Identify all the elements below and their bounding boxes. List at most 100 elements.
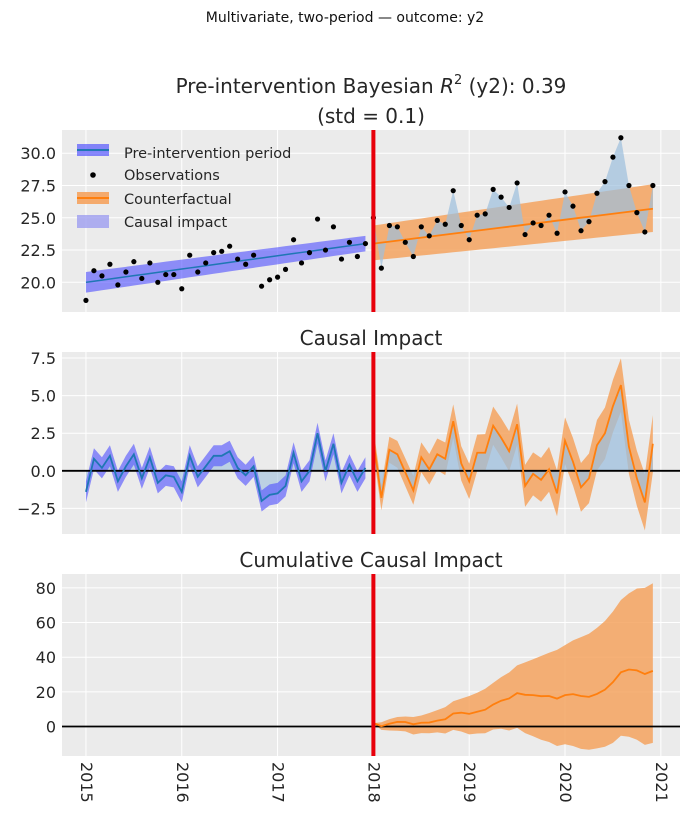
x-tick-label: 2020	[556, 762, 575, 803]
observation-point	[155, 279, 161, 285]
observation-point	[139, 275, 145, 282]
observation-point	[179, 286, 185, 292]
x-tick-label: 2017	[269, 762, 288, 803]
observation-point	[602, 179, 608, 185]
observation-point	[570, 203, 576, 209]
y-tick-label: 2.5	[31, 424, 56, 443]
panel-title-impact: Causal Impact	[300, 326, 443, 350]
observation-point	[538, 222, 544, 229]
observation-point	[642, 229, 648, 235]
x-tick-label: 2018	[364, 762, 383, 803]
plot-area-observed: 20.0 22.5 25.0 27.5 30.0	[20, 130, 680, 312]
panel-title-observed: Pre-intervention Bayesian R2 (y2): 0.39	[176, 73, 567, 98]
observation-point	[211, 250, 217, 256]
legend-swatch-causal-impact	[77, 215, 109, 228]
x-tick-label: 2021	[652, 762, 671, 803]
impact-line-pre	[85, 433, 367, 503]
x-tick-label: 2015	[77, 762, 96, 803]
observation-point	[354, 253, 360, 260]
cumulative-line	[373, 668, 654, 728]
observation-point	[147, 260, 153, 266]
y-tick-label: 25.0	[20, 209, 56, 228]
observation-point	[418, 224, 424, 230]
observation-point	[554, 230, 560, 236]
observation-point	[498, 194, 504, 200]
observation-point	[107, 261, 113, 267]
observation-point	[346, 239, 353, 245]
plot-marks-cumulative	[62, 583, 680, 750]
y-tick-label: 60	[36, 614, 56, 633]
x-tick-label: 2016	[173, 762, 192, 803]
plot-area-impact: −2.5 0.0 2.5 5.0 7.5	[17, 349, 680, 534]
impact-shading-post	[373, 385, 653, 503]
causal-impact-shading	[373, 137, 653, 269]
legend-label-causal-impact: Causal impact	[124, 215, 227, 231]
observation-point	[298, 260, 305, 266]
observation-point	[227, 243, 233, 249]
observation-point	[394, 224, 400, 230]
observation-point	[378, 265, 384, 271]
observation-point	[634, 210, 640, 216]
observation-point	[258, 283, 265, 289]
y-tick-label: 5.0	[31, 387, 56, 406]
observation-point	[290, 237, 297, 243]
y-tick-label: 0	[46, 718, 56, 737]
legend: Pre-intervention period Observations Cou…	[77, 144, 291, 231]
observation-point	[163, 271, 169, 278]
observation-point	[362, 240, 369, 247]
legend-label-pre-period: Pre-intervention period	[124, 146, 291, 162]
observation-point	[562, 189, 568, 195]
legend-entry-observations: Observations	[90, 168, 220, 184]
impact-line-post	[372, 384, 654, 503]
legend-entry-causal-impact: Causal impact	[77, 215, 227, 231]
observation-point	[522, 231, 528, 238]
observation-point	[267, 277, 273, 283]
observation-point	[123, 269, 129, 275]
y-tick-label: 27.5	[20, 177, 56, 196]
cumulative-panel: Cumulative Causal Impact	[239, 548, 502, 572]
cumulative-band	[373, 583, 653, 750]
observation-point	[274, 274, 281, 280]
observation-point	[530, 220, 536, 226]
pre-intervention-band	[85, 235, 366, 293]
observation-point	[610, 154, 616, 160]
panel-title-cumulative: Cumulative Causal Impact	[239, 548, 502, 572]
observation-point	[306, 250, 313, 256]
observation-point	[578, 228, 584, 234]
observation-point	[235, 256, 241, 262]
observation-point	[586, 219, 592, 225]
observation-point	[99, 273, 105, 279]
observation-point	[458, 222, 464, 229]
observation-point	[506, 204, 512, 211]
observation-point	[474, 212, 480, 218]
observation-point	[442, 221, 448, 227]
observation-point	[282, 266, 289, 272]
impact-panel: Causal Impact	[300, 326, 443, 350]
legend-label-counterfactual: Counterfactual	[124, 192, 232, 208]
y-tick-label: 22.5	[20, 241, 56, 260]
y-tick-label: 20.0	[20, 273, 56, 292]
observation-point	[482, 211, 488, 217]
legend-entry-counterfactual: Counterfactual	[77, 192, 232, 208]
observation-point	[187, 252, 193, 258]
legend-entry-pre-period: Pre-intervention period	[77, 144, 291, 162]
y-tick-label: 40	[36, 648, 56, 667]
observation-point	[171, 271, 177, 278]
observation-point	[426, 233, 432, 239]
observation-point	[386, 222, 392, 229]
y-tick-label: 7.5	[31, 349, 56, 368]
observation-point	[243, 261, 249, 267]
y-tick-label: −2.5	[17, 499, 56, 518]
observation-point	[203, 260, 209, 266]
observation-point	[466, 237, 472, 243]
legend-marker-observations	[90, 172, 96, 178]
counterfactual-line	[373, 207, 653, 245]
observation-point	[322, 247, 329, 253]
observation-point	[626, 182, 632, 189]
observation-point	[314, 216, 321, 222]
observation-point	[338, 256, 345, 262]
observation-point	[490, 186, 496, 192]
y-tick-label: 80	[36, 579, 56, 598]
axes-background-impact	[62, 352, 680, 534]
